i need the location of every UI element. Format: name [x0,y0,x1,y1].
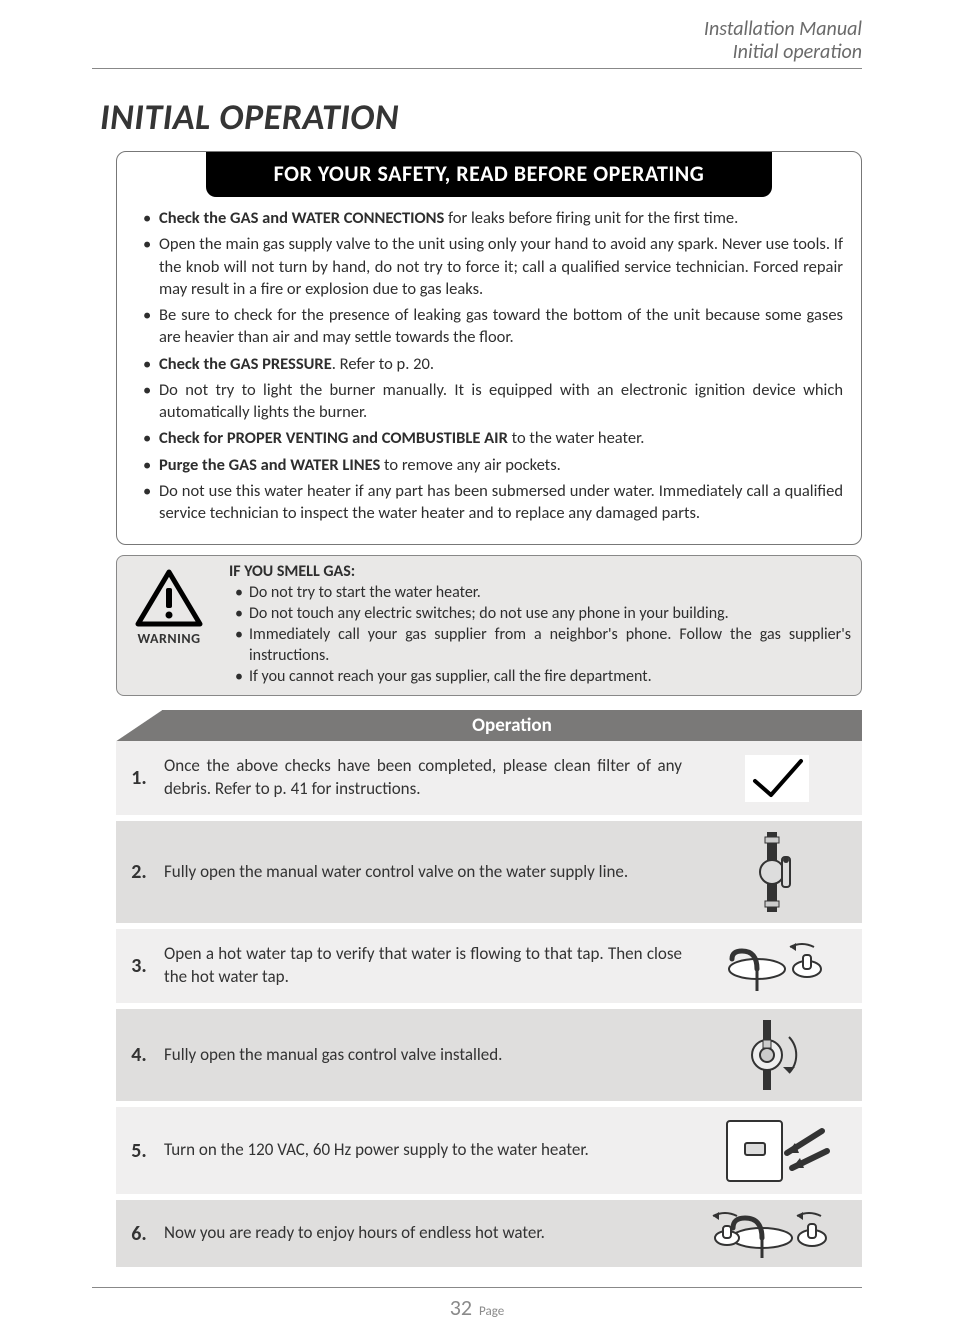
warning-symbol-col: WARNING [123,562,215,647]
operation-header-label: Operation [162,710,862,741]
header-doc-title: Installation Manual [92,18,862,41]
operation-step-illustration [692,926,862,1006]
warning-item: Do not try to start the water heater. [229,583,851,604]
warning-item: Do not touch any electric switches; do n… [229,604,851,625]
warning-box: WARNING IF YOU SMELL GAS: Do not try to … [116,555,862,696]
header-section: Initial operation [92,41,862,64]
operation-table: Operation 1.Once the above checks have b… [116,710,862,1273]
operation-header-corner [116,710,162,741]
warning-item: If you cannot reach your gas supplier, c… [229,667,851,688]
warning-list: Do not try to start the water heater.Do … [229,583,851,687]
operation-step-illustration [692,1104,862,1197]
operation-header-row: Operation [116,710,862,741]
safety-item: Check for PROPER VENTING and COMBUSTIBLE… [135,427,843,449]
safety-item: Check the GAS PRESSURE. Refer to p. 20. [135,353,843,375]
page-number: 32 [450,1294,472,1321]
operation-step-text: Fully open the manual water control valv… [162,818,692,926]
section-title: INITIAL OPERATION [100,95,862,139]
operation-step-number: 1. [116,741,162,818]
operation-step-illustration [692,1006,862,1104]
operation-step-text: Now you are ready to enjoy hours of endl… [162,1197,692,1270]
warning-label: WARNING [138,630,201,647]
safety-banner: FOR YOUR SAFETY, READ BEFORE OPERATING [206,152,772,197]
operation-step-illustration [692,741,862,818]
operation-step-row: 1.Once the above checks have been comple… [116,741,862,818]
operation-step-text: Turn on the 120 VAC, 60 Hz power supply … [162,1104,692,1197]
operation-step-number: 6. [116,1197,162,1270]
operation-step-text: Fully open the manual gas control valve … [162,1006,692,1104]
warning-item: Immediately call your gas supplier from … [229,625,851,667]
page-label: Page [479,1304,504,1319]
warning-content: IF YOU SMELL GAS: Do not try to start th… [229,562,851,687]
operation-step-text: Once the above checks have been complete… [162,741,692,818]
safety-item: Check the GAS and WATER CONNECTIONS for … [135,207,843,229]
safety-box: FOR YOUR SAFETY, READ BEFORE OPERATING C… [116,151,862,545]
operation-step-number: 5. [116,1104,162,1197]
operation-step-row: 2.Fully open the manual water control va… [116,818,862,926]
operation-step-row: 5.Turn on the 120 VAC, 60 Hz power suppl… [116,1104,862,1197]
safety-item: Open the main gas supply valve to the un… [135,233,843,300]
operation-step-text: Open a hot water tap to verify that wate… [162,926,692,1006]
warning-triangle-icon [134,568,204,628]
safety-list: Check the GAS and WATER CONNECTIONS for … [135,207,843,524]
operation-step-number: 3. [116,926,162,1006]
warning-title: IF YOU SMELL GAS: [229,562,851,581]
operation-step-row: 6.Now you are ready to enjoy hours of en… [116,1197,862,1270]
safety-item: Be sure to check for the presence of lea… [135,304,843,349]
operation-step-row: 4.Fully open the manual gas control valv… [116,1006,862,1104]
operation-step-number: 4. [116,1006,162,1104]
operation-step-illustration [692,818,862,926]
operation-step-illustration [692,1197,862,1270]
operation-step-row: 3.Open a hot water tap to verify that wa… [116,926,862,1006]
page-footer: 32 Page [92,1287,862,1321]
safety-item: Do not try to light the burner manually.… [135,379,843,424]
safety-item: Do not use this water heater if any part… [135,480,843,525]
operation-step-number: 2. [116,818,162,926]
page-header: Installation Manual Initial operation [92,18,862,69]
safety-item: Purge the GAS and WATER LINES to remove … [135,454,843,476]
